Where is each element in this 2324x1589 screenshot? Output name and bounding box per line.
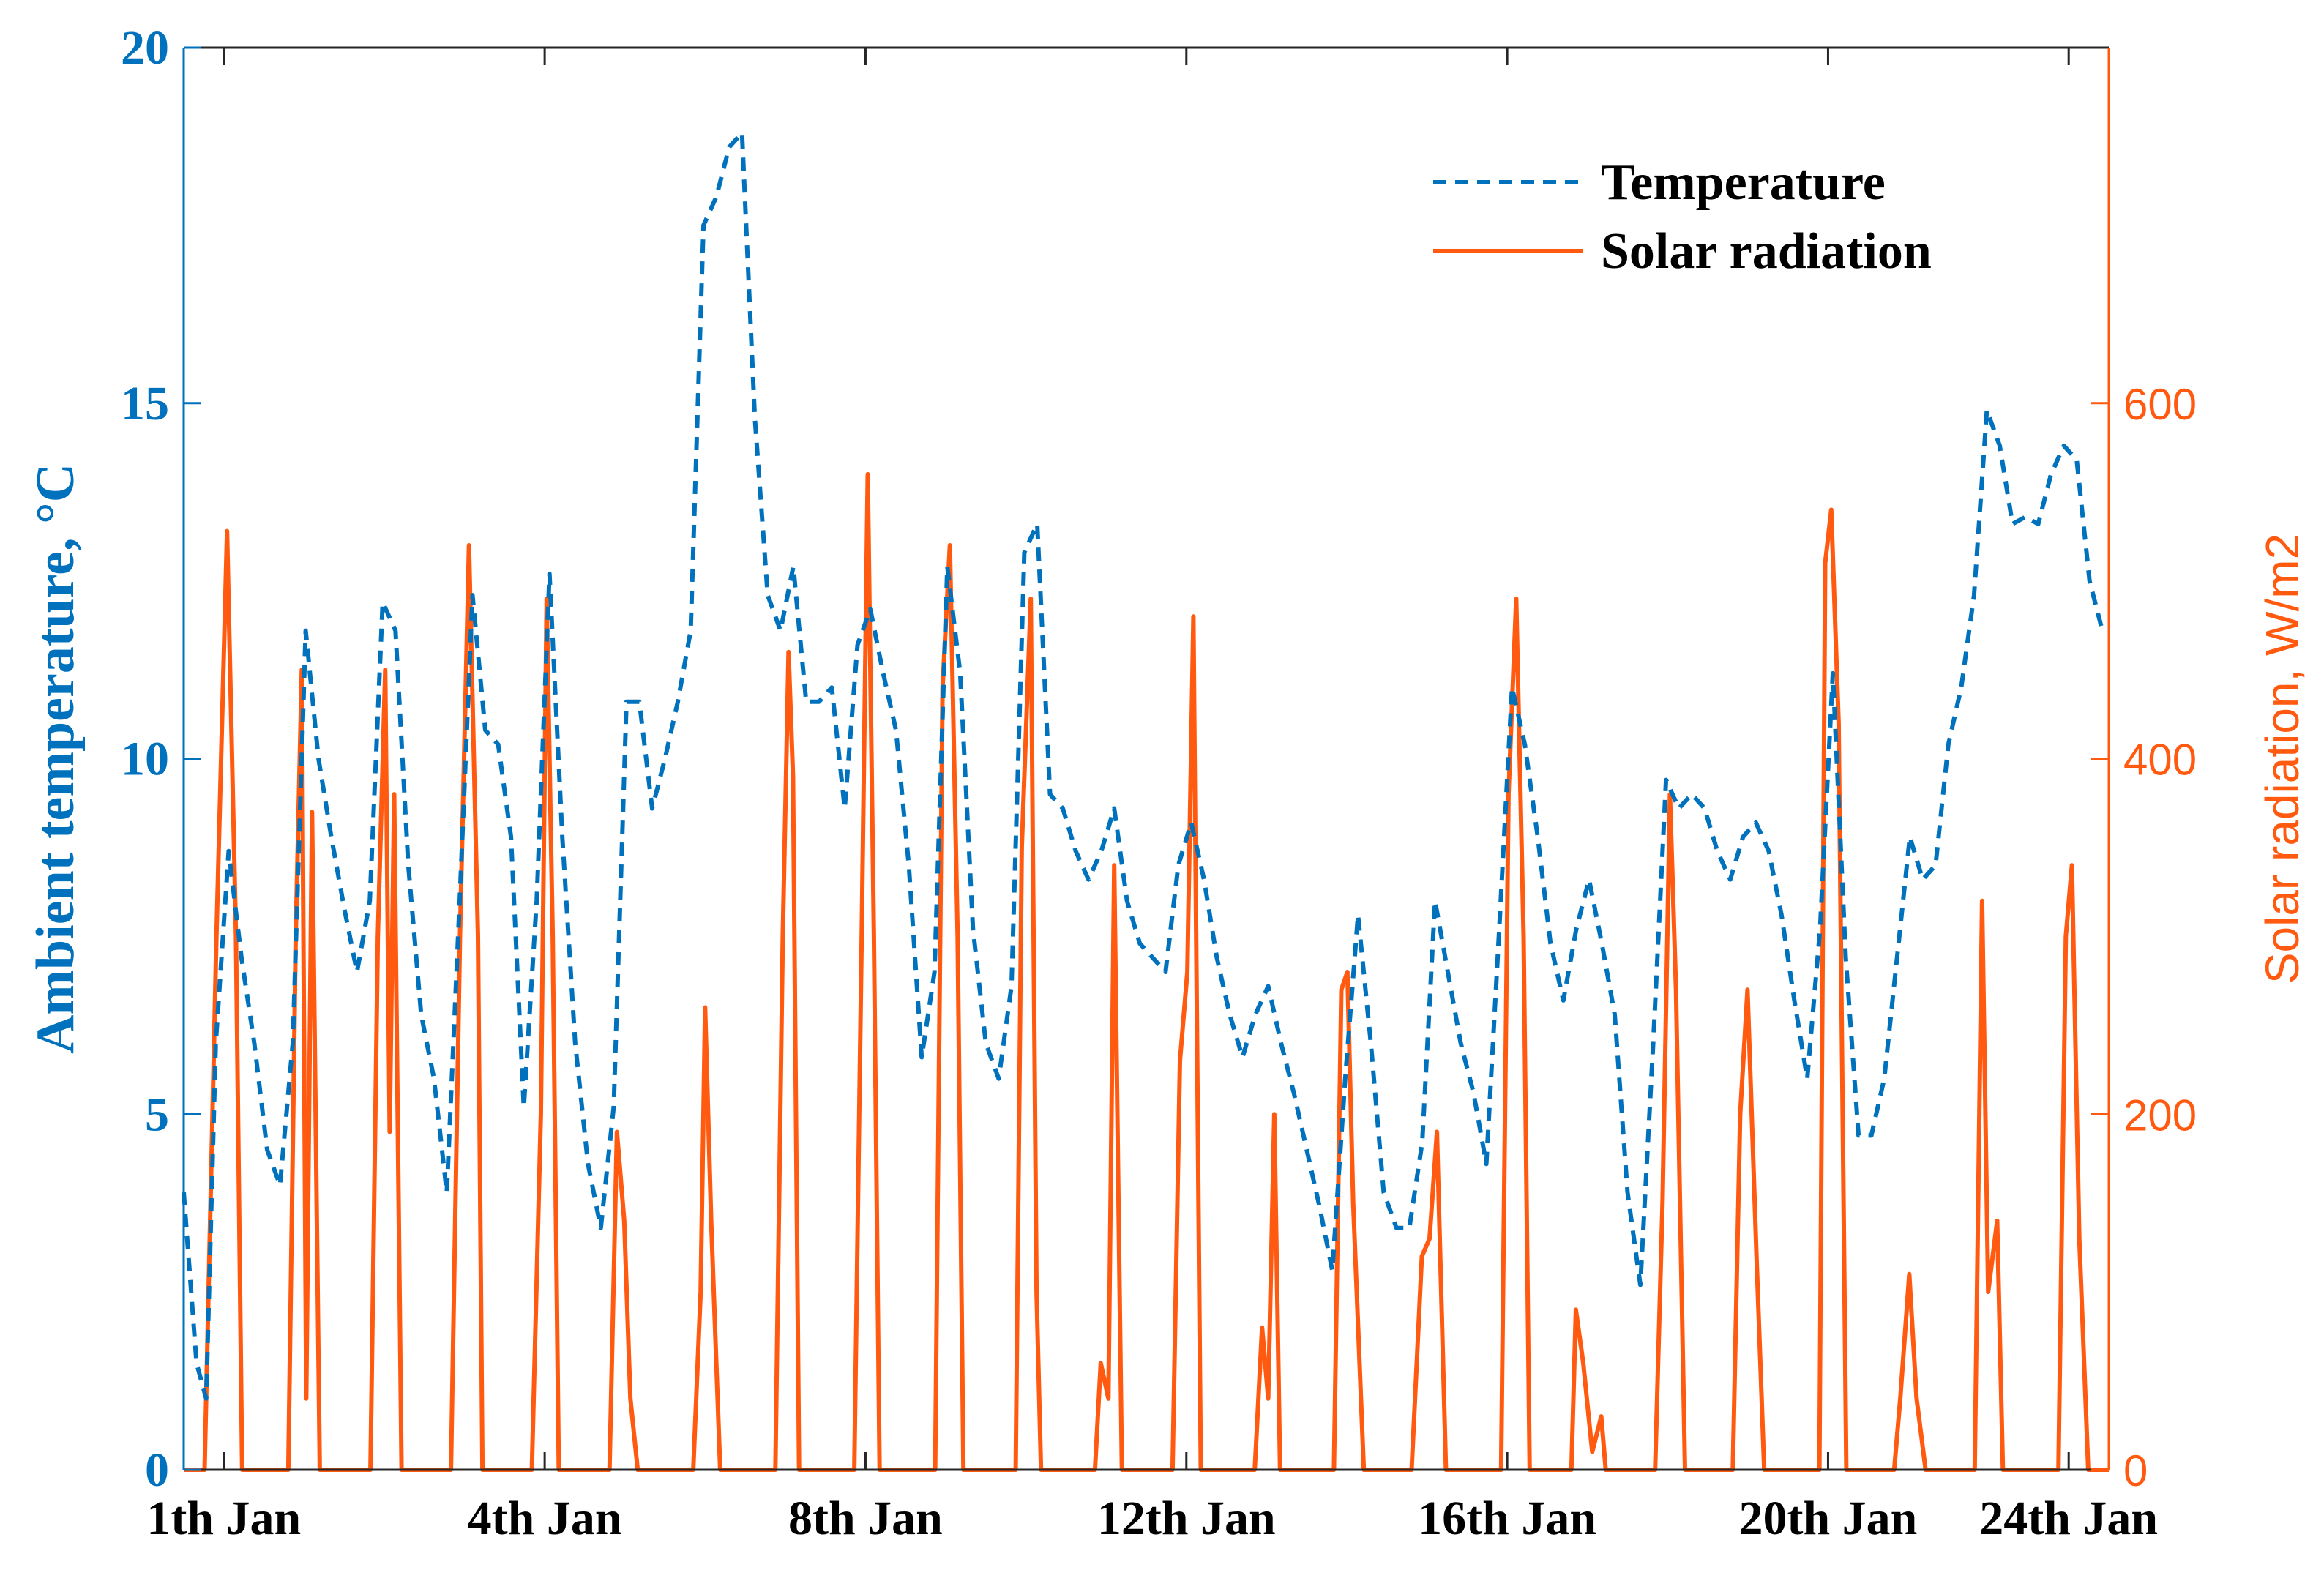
y-tick-label: 0 bbox=[145, 1443, 169, 1497]
x-tick-label: 4th Jan bbox=[468, 1492, 622, 1545]
legend-label: Temperature bbox=[1601, 154, 1886, 211]
y-tick-label: 20 bbox=[121, 21, 169, 75]
x-tick-label: 16th Jan bbox=[1418, 1492, 1596, 1545]
y2-tick-label: 0 bbox=[2123, 1446, 2148, 1495]
y-tick-label: 5 bbox=[145, 1088, 169, 1141]
x-tick-label: 12th Jan bbox=[1097, 1492, 1276, 1545]
y2-tick-label: 200 bbox=[2123, 1091, 2197, 1140]
y2-tick-label: 400 bbox=[2123, 736, 2197, 785]
x-tick-label: 1th Jan bbox=[146, 1492, 301, 1545]
legend-label: Solar radiation bbox=[1601, 223, 1932, 280]
y-tick-label: 10 bbox=[121, 733, 169, 786]
y-axis-label: Ambient temperature, °C bbox=[26, 463, 86, 1054]
y2-axis-label: Solar radiation, W/m2 bbox=[2256, 534, 2309, 984]
y-tick-label: 15 bbox=[121, 377, 169, 430]
y2-tick-label: 600 bbox=[2123, 380, 2197, 429]
x-tick-label: 24th Jan bbox=[1979, 1492, 2158, 1545]
series-line bbox=[182, 130, 2105, 1401]
x-tick-label: 20th Jan bbox=[1739, 1492, 1918, 1545]
x-tick-label: 8th Jan bbox=[788, 1492, 943, 1545]
